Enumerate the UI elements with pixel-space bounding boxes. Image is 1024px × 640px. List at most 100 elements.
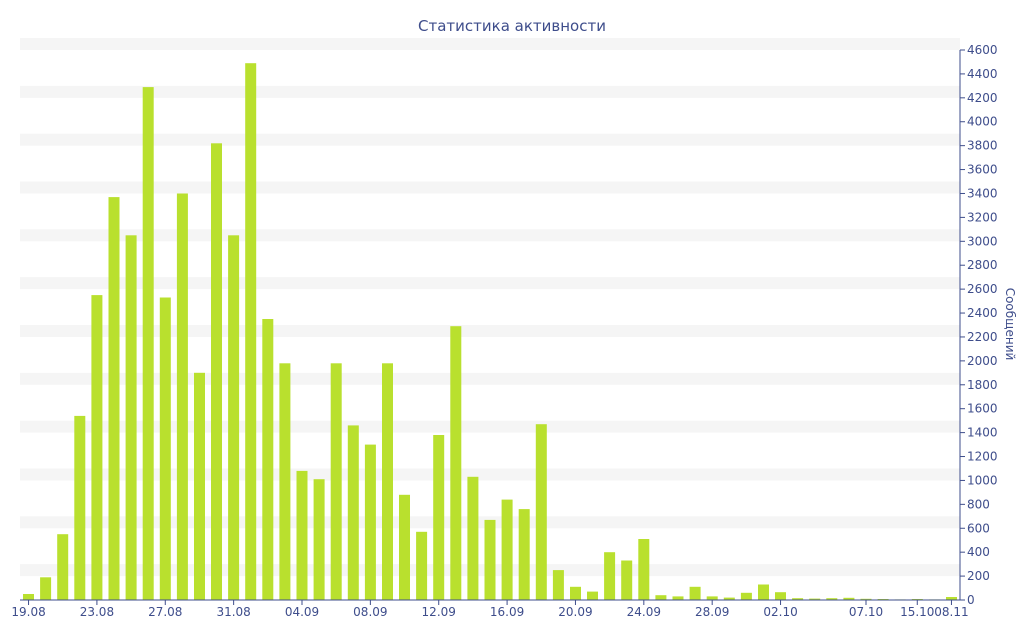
bar — [211, 143, 222, 601]
bar — [142, 87, 154, 601]
grid-band — [20, 38, 960, 50]
x-tick-label: 19.08 — [11, 605, 45, 619]
bar — [330, 363, 342, 600]
x-tick-label: 31.08 — [216, 605, 250, 619]
bar — [775, 592, 786, 600]
y-tick-label: 600 — [967, 521, 990, 535]
x-tick-label: 12.09 — [422, 605, 456, 619]
y-tick-label: 2800 — [967, 258, 998, 272]
x-axis-ticks: 19.08 23.08 27.08 31.08 04.09 08.09 12.09 16.09… — [11, 599, 969, 619]
grid-band — [20, 181, 960, 194]
grid-band — [20, 133, 960, 146]
bar — [706, 596, 718, 600]
bar — [159, 297, 171, 600]
y-axis-title: Сообщений — [1003, 288, 1017, 361]
bar — [450, 326, 462, 600]
y-tick-label: 2200 — [967, 330, 998, 344]
bar — [570, 586, 581, 600]
y-tick-label: 3000 — [967, 234, 998, 248]
grid-band — [20, 372, 960, 385]
bar — [262, 319, 274, 600]
grid-band — [20, 420, 960, 433]
grid-band — [20, 229, 960, 242]
bar — [23, 594, 34, 600]
bar — [296, 470, 308, 600]
x-tick-label: 08.11 — [934, 605, 968, 619]
y-tick-label: 2600 — [967, 282, 998, 296]
y-tick-label: 3600 — [967, 163, 998, 177]
bar — [245, 63, 257, 600]
y-tick-label: 2400 — [967, 306, 998, 320]
bar — [946, 597, 957, 600]
y-tick-label: 1200 — [967, 450, 998, 464]
grid-band — [20, 85, 960, 98]
bars — [23, 63, 957, 601]
bar — [91, 295, 103, 600]
y-tick-label: 4600 — [967, 43, 998, 57]
bar — [723, 597, 735, 600]
y-tick-label: 2000 — [967, 354, 998, 368]
y-tick-label: 1400 — [967, 426, 998, 440]
bar — [416, 531, 428, 600]
bar — [313, 479, 325, 600]
x-tick-label: 23.08 — [80, 605, 114, 619]
bar — [228, 235, 240, 601]
bar — [518, 509, 530, 600]
x-tick-label: 15.10 — [900, 605, 934, 619]
x-tick-label: 20.09 — [558, 605, 592, 619]
grid-band — [20, 468, 960, 481]
bar — [501, 499, 513, 600]
bar — [809, 598, 821, 600]
bar — [347, 425, 359, 600]
x-tick-label: 07.10 — [849, 605, 883, 619]
y-tick-label: 800 — [967, 497, 990, 511]
bar — [40, 577, 52, 600]
y-tick-label: 3400 — [967, 186, 998, 200]
bar — [74, 415, 86, 600]
bar — [125, 235, 137, 601]
bar — [689, 586, 701, 600]
y-tick-label: 400 — [967, 545, 990, 559]
grid-band — [20, 277, 960, 290]
chart-title: Статистика активности — [418, 17, 606, 35]
x-tick-label: 27.08 — [148, 605, 182, 619]
y-tick-label: 4200 — [967, 91, 998, 105]
bar — [535, 424, 547, 600]
bar — [108, 197, 120, 600]
bar — [382, 363, 393, 600]
y-tick-label: 4400 — [967, 67, 998, 81]
y-tick-label: 1600 — [967, 402, 998, 416]
bar — [552, 570, 564, 600]
bar — [843, 597, 855, 600]
bar — [655, 595, 667, 600]
bar — [758, 584, 769, 600]
x-tick-label: 16.09 — [490, 605, 524, 619]
x-tick-label: 02.10 — [763, 605, 797, 619]
y-tick-label: 1000 — [967, 473, 998, 487]
bar — [176, 193, 188, 600]
x-tick-label: 24.09 — [627, 605, 661, 619]
bar — [792, 598, 804, 600]
y-tick-label: 1800 — [967, 378, 998, 392]
x-tick-label: 28.09 — [695, 605, 729, 619]
bar — [467, 476, 479, 600]
bar — [57, 534, 69, 600]
bar — [826, 598, 838, 600]
bar — [484, 519, 496, 600]
bar — [621, 560, 633, 600]
x-tick-label: 04.09 — [285, 605, 319, 619]
bar — [194, 372, 205, 600]
bar — [587, 591, 598, 600]
y-axis-ticks: 0 200 400 600 800 1000 1200 1400 1600 1800 2000 220… — [959, 43, 998, 607]
bar — [364, 444, 376, 600]
bar — [672, 596, 684, 600]
x-tick-label: 08.09 — [353, 605, 387, 619]
y-tick-label: 200 — [967, 569, 990, 583]
y-tick-label: 3800 — [967, 139, 998, 153]
bar — [638, 539, 650, 600]
bar — [433, 435, 445, 600]
y-tick-label: 3200 — [967, 210, 998, 224]
y-tick-label: 0 — [967, 593, 975, 607]
bar — [399, 494, 410, 600]
